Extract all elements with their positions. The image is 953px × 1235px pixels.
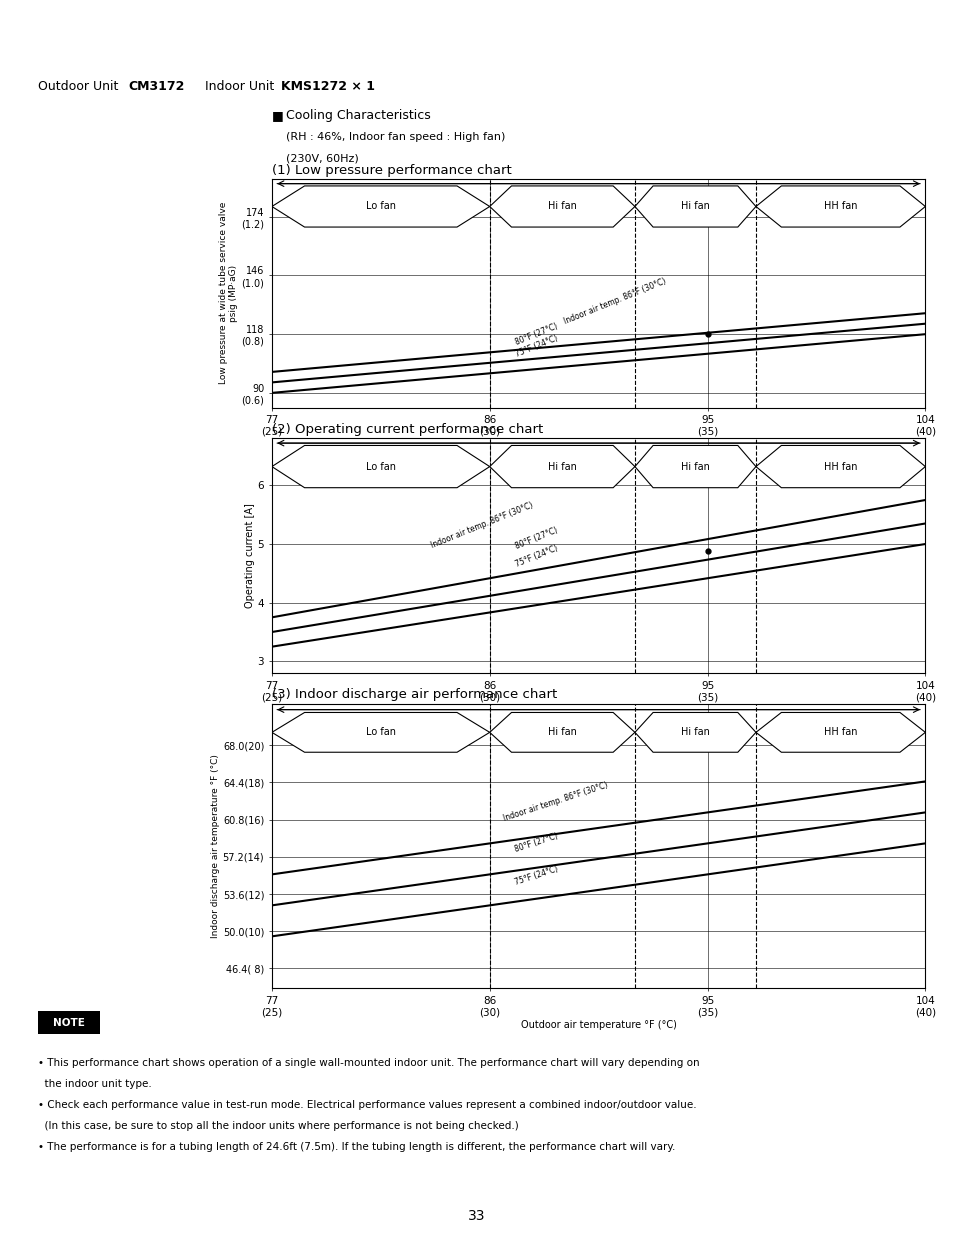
Text: 75°F (24°C): 75°F (24°C) xyxy=(514,543,558,568)
Text: NOTE: NOTE xyxy=(53,1018,85,1028)
Polygon shape xyxy=(489,713,635,752)
X-axis label: Outdoor air temperature °F (°C): Outdoor air temperature °F (°C) xyxy=(520,705,676,715)
Text: (2) Operating current performance chart: (2) Operating current performance chart xyxy=(272,422,542,436)
Text: 80°F (27°C): 80°F (27°C) xyxy=(514,321,558,347)
Text: Hi fan: Hi fan xyxy=(680,201,709,211)
Text: HH fan: HH fan xyxy=(823,727,857,737)
Polygon shape xyxy=(272,186,489,227)
Text: 33: 33 xyxy=(468,1209,485,1223)
Polygon shape xyxy=(272,446,489,488)
Text: Hi fan: Hi fan xyxy=(680,462,709,472)
Text: 80°F (27°C): 80°F (27°C) xyxy=(514,526,558,551)
Text: (230V, 60Hz): (230V, 60Hz) xyxy=(286,153,358,163)
Text: KMS1272 × 1: KMS1272 × 1 xyxy=(281,80,375,94)
Text: Hi fan: Hi fan xyxy=(680,727,709,737)
Text: Cooling Characteristics: Cooling Characteristics xyxy=(286,109,431,122)
Text: HH fan: HH fan xyxy=(823,462,857,472)
Text: • This performance chart shows operation of a single wall-mounted indoor unit. T: • This performance chart shows operation… xyxy=(38,1058,700,1068)
Text: 75°F (24°C): 75°F (24°C) xyxy=(514,335,558,359)
Text: Lo fan: Lo fan xyxy=(365,727,395,737)
Y-axis label: Operating current [A]: Operating current [A] xyxy=(245,504,254,608)
Text: (In this case, be sure to stop all the indoor units where performance is not bei: (In this case, be sure to stop all the i… xyxy=(38,1121,518,1131)
Text: 75°F (24°C): 75°F (24°C) xyxy=(514,864,559,887)
X-axis label: Outdoor air temperature °F (°C): Outdoor air temperature °F (°C) xyxy=(520,1020,676,1030)
Text: Outdoor Unit: Outdoor Unit xyxy=(38,80,118,94)
Text: • Check each performance value in test-run mode. Electrical performance values r: • Check each performance value in test-r… xyxy=(38,1100,696,1110)
Text: (1) Low pressure performance chart: (1) Low pressure performance chart xyxy=(272,163,511,177)
Text: ■: ■ xyxy=(272,109,283,122)
Text: Hi fan: Hi fan xyxy=(547,727,577,737)
Text: Hi fan: Hi fan xyxy=(547,462,577,472)
Polygon shape xyxy=(755,446,924,488)
Text: Lo fan: Lo fan xyxy=(365,462,395,472)
Polygon shape xyxy=(635,186,755,227)
Polygon shape xyxy=(489,446,635,488)
X-axis label: Outdoor air temperature °F (°C): Outdoor air temperature °F (°C) xyxy=(520,440,676,450)
Text: (RH : 46%, Indoor fan speed : High fan): (RH : 46%, Indoor fan speed : High fan) xyxy=(286,132,505,142)
Text: 80°F (27°C): 80°F (27°C) xyxy=(514,831,558,853)
Polygon shape xyxy=(272,713,489,752)
Text: Lo fan: Lo fan xyxy=(365,201,395,211)
Text: Hi fan: Hi fan xyxy=(547,201,577,211)
Text: (3) Indoor discharge air performance chart: (3) Indoor discharge air performance cha… xyxy=(272,688,557,701)
Polygon shape xyxy=(635,446,755,488)
Text: CM3172: CM3172 xyxy=(129,80,185,94)
Polygon shape xyxy=(635,713,755,752)
Text: Indoor air temp. 86°F (30°C): Indoor air temp. 86°F (30°C) xyxy=(429,500,534,550)
Y-axis label: Low pressure at wide tube service valve
psig (MP·aG): Low pressure at wide tube service valve … xyxy=(219,203,238,384)
Text: Indoor Unit: Indoor Unit xyxy=(205,80,274,94)
Text: the indoor unit type.: the indoor unit type. xyxy=(38,1079,152,1089)
Text: • The performance is for a tubing length of 24.6ft (7.5m). If the tubing length : • The performance is for a tubing length… xyxy=(38,1142,675,1152)
Polygon shape xyxy=(755,186,924,227)
Text: HH fan: HH fan xyxy=(823,201,857,211)
Text: Indoor air temp. 86°F (30°C): Indoor air temp. 86°F (30°C) xyxy=(561,277,666,326)
Polygon shape xyxy=(489,186,635,227)
Y-axis label: Indoor discharge air temperature °F (°C): Indoor discharge air temperature °F (°C) xyxy=(211,755,219,937)
Polygon shape xyxy=(755,713,924,752)
Text: Indoor air temp. 86°F (30°C): Indoor air temp. 86°F (30°C) xyxy=(501,781,608,823)
